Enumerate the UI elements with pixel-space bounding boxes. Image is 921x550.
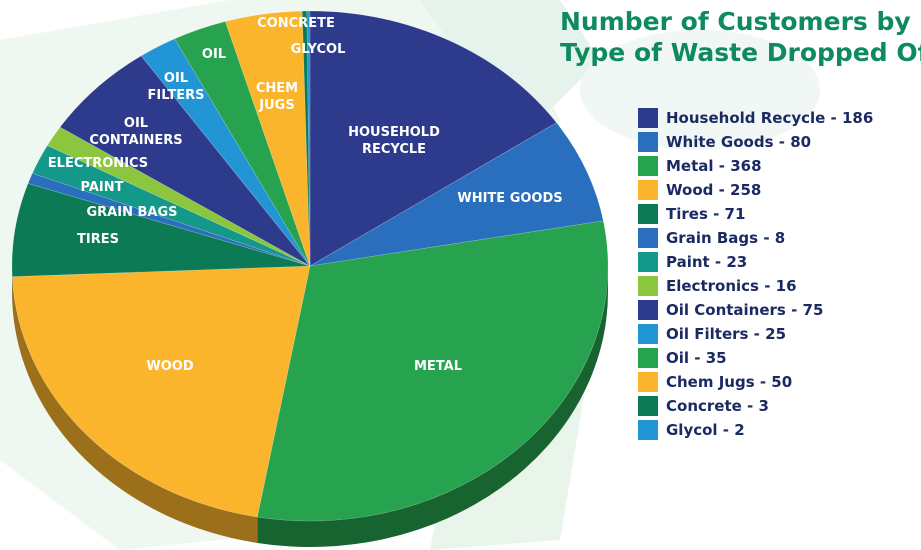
pie-slice-label: CHEM JUGS (256, 81, 298, 113)
pie-slice-label: CONCRETE (257, 16, 335, 31)
pie-slice (309, 122, 604, 267)
legend-item: Paint - 23 (638, 250, 918, 274)
legend-item: Glycol - 2 (638, 418, 918, 442)
pie-slice-label: OIL (202, 47, 226, 62)
legend-item: Chem Jugs - 50 (638, 370, 918, 394)
pie-slice (31, 145, 311, 267)
pie-slice (59, 55, 311, 267)
legend-swatch (638, 228, 658, 248)
legend-item: Metal - 368 (638, 154, 918, 178)
pie-slice-label: PAINT (81, 180, 124, 195)
pie-slice-label: GRAIN BAGS (87, 205, 178, 220)
legend-swatch (638, 396, 658, 416)
pie-slice-side (12, 276, 258, 543)
pie-slices (11, 10, 609, 522)
legend-swatch (638, 348, 658, 368)
legend-item: Wood - 258 (638, 178, 918, 202)
legend-swatch (638, 372, 658, 392)
legend-swatch (638, 252, 658, 272)
pie-slice (11, 183, 311, 277)
pie-slice (174, 21, 311, 267)
legend-label: Concrete - 3 (666, 397, 769, 415)
legend-label: Wood - 258 (666, 181, 762, 199)
pie-slice (309, 10, 557, 267)
pie-slice-label: WHITE GOODS (457, 191, 562, 206)
legend-label: Chem Jugs - 50 (666, 373, 793, 391)
pie-slice-label: OIL FILTERS (148, 71, 205, 103)
legend-item: Oil - 35 (638, 346, 918, 370)
pie-slice-label: TIRES (77, 232, 119, 247)
pie-slice-label: WOOD (146, 359, 193, 374)
legend-label: Household Recycle - 186 (666, 109, 874, 127)
pie-slice-label: METAL (414, 359, 462, 374)
pie-slice-label: HOUSEHOLD RECYCLE (348, 125, 440, 157)
chart-title-line-1: Number of Customers by (560, 7, 911, 36)
legend-label: Metal - 368 (666, 157, 762, 175)
legend-item: Tires - 71 (638, 202, 918, 226)
chart-title: Number of Customers by Type of Waste Dro… (560, 6, 921, 68)
legend-item: Oil Containers - 75 (638, 298, 918, 322)
pie-depth (12, 266, 608, 548)
legend-swatch (638, 180, 658, 200)
pie-slice-label: OIL CONTAINERS (89, 116, 182, 148)
legend-label: Glycol - 2 (666, 421, 745, 439)
legend-swatch (638, 420, 658, 440)
legend-swatch (638, 324, 658, 344)
legend-label: Grain Bags - 8 (666, 229, 786, 247)
legend-label: Electronics - 16 (666, 277, 797, 295)
pie-slice (306, 10, 311, 267)
pie-slice (224, 10, 311, 267)
legend-item: Grain Bags - 8 (638, 226, 918, 250)
legend-item: Electronics - 16 (638, 274, 918, 298)
legend-label: Paint - 23 (666, 253, 748, 271)
pie-slice (140, 38, 311, 267)
legend-swatch (638, 300, 658, 320)
pie-slice (301, 10, 311, 267)
pie-slice (27, 173, 311, 267)
pie-slice (11, 265, 311, 518)
legend-swatch (638, 132, 658, 152)
pie-labels: HOUSEHOLD RECYCLE WHITE GOODS METAL WOOD TIRE… (48, 16, 563, 374)
chart-title-line-2: Type of Waste Dropped Off (560, 38, 921, 67)
legend-label: Tires - 71 (666, 205, 746, 223)
legend-label: Oil Filters - 25 (666, 325, 786, 343)
legend-label: Oil Containers - 75 (666, 301, 824, 319)
pie-slice-label: GLYCOL (291, 42, 346, 57)
pie-slice-label: ELECTRONICS (48, 156, 148, 171)
legend-swatch (638, 108, 658, 128)
legend-item: Oil Filters - 25 (638, 322, 918, 346)
legend-swatch (638, 204, 658, 224)
legend-item: Household Recycle - 186 (638, 106, 918, 130)
legend-item: White Goods - 80 (638, 130, 918, 154)
pie-slice (256, 220, 609, 522)
legend-item: Concrete - 3 (638, 394, 918, 418)
pie-slice (46, 126, 311, 267)
legend-label: White Goods - 80 (666, 133, 812, 151)
legend-swatch (638, 276, 658, 296)
legend-swatch (638, 156, 658, 176)
legend-label: Oil - 35 (666, 349, 727, 367)
legend: Household Recycle - 186 White Goods - 80… (638, 106, 918, 442)
